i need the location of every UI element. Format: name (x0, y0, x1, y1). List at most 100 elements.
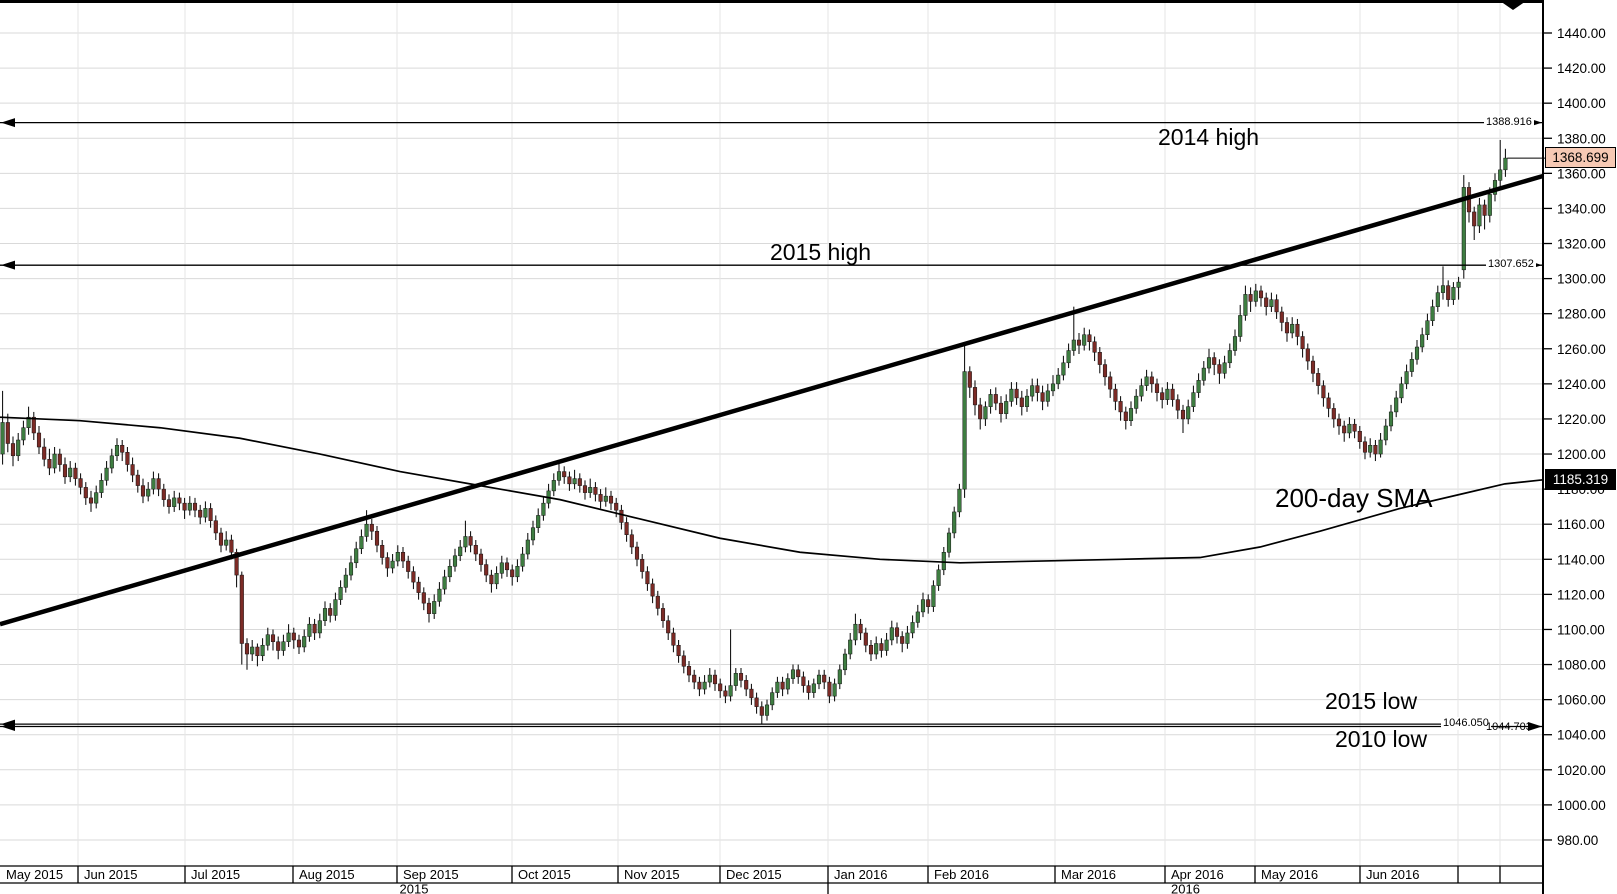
candle (364, 510, 369, 542)
candle (868, 639, 874, 662)
candle (328, 603, 333, 623)
candle (785, 673, 790, 695)
candle (853, 613, 858, 646)
candle (270, 629, 276, 651)
candle (660, 603, 666, 628)
candle (146, 482, 151, 502)
candle (1082, 327, 1087, 351)
candle (109, 448, 114, 474)
x-axis-month-label: Feb 2016 (934, 867, 989, 882)
candle (624, 517, 629, 542)
candle (1243, 285, 1248, 321)
candle (432, 594, 437, 619)
annotation-2015-low-value: 1046.050 (1441, 717, 1491, 730)
y-axis-tick-label: 1200.00 (1557, 447, 1606, 462)
candle (608, 490, 614, 511)
candle (1128, 401, 1134, 426)
candle (1123, 406, 1128, 430)
candle (1357, 425, 1362, 449)
candle (354, 541, 359, 569)
candle (1435, 285, 1440, 312)
candle (1238, 304, 1243, 342)
candle (1175, 394, 1180, 419)
candle (1414, 340, 1420, 365)
candle (499, 555, 504, 579)
candle (993, 387, 998, 411)
candle (692, 669, 697, 690)
candle (1430, 299, 1435, 326)
candle (827, 676, 832, 704)
candle (1368, 438, 1373, 458)
candle (1451, 282, 1456, 305)
candle (1316, 368, 1321, 395)
annotation-2014-high-line (0, 118, 1543, 128)
x-axis-month-label: Nov 2015 (624, 867, 680, 882)
x-axis-month-label: May 2015 (6, 867, 63, 882)
candle (1373, 439, 1378, 462)
candle (286, 624, 291, 648)
candle (1144, 369, 1149, 391)
candle (114, 438, 120, 462)
candle (1264, 292, 1269, 316)
candle (915, 604, 920, 628)
candle (281, 634, 286, 656)
y-axis-tick-label: 1420.00 (1557, 61, 1606, 76)
candle (1404, 364, 1409, 390)
candle (135, 469, 140, 493)
x-axis-month-label: Jan 2016 (834, 867, 888, 882)
candle (718, 678, 723, 698)
candle (406, 555, 411, 579)
candle (1160, 387, 1165, 409)
candle (78, 473, 83, 495)
candle (83, 482, 88, 505)
candle (780, 676, 785, 697)
candle (52, 447, 57, 474)
candle (666, 615, 671, 640)
candle (0, 390, 5, 465)
candle (16, 432, 21, 462)
y-axis[interactable]: 1440.00 1420.00 1400.00 1380.00 1360.00 1340.… (1542, 0, 1606, 894)
candle (1040, 385, 1045, 411)
candle (140, 478, 146, 504)
candle (411, 566, 416, 590)
x-axis-year-label: 2015 (400, 882, 429, 894)
candle (983, 401, 988, 426)
candle (1056, 368, 1061, 390)
y-axis-tick-label: 1020.00 (1557, 763, 1606, 778)
candle (796, 664, 801, 684)
candle (218, 527, 224, 553)
candle (125, 447, 130, 472)
candle (120, 439, 125, 462)
candle (1227, 343, 1232, 369)
candle (1014, 382, 1019, 405)
y-axis-tick-label: 1040.00 (1557, 728, 1606, 743)
candle (322, 601, 328, 626)
candle (520, 547, 525, 572)
candle (426, 597, 432, 623)
candle (1149, 371, 1154, 393)
candle (296, 634, 302, 655)
x-axis-month-label: Dec 2015 (726, 867, 782, 882)
candle (822, 669, 827, 690)
candle (473, 539, 478, 562)
candle (510, 564, 515, 586)
x-axis-year-label: 2016 (1171, 882, 1200, 894)
candle (1331, 403, 1336, 428)
candle (593, 482, 598, 502)
candle (1087, 329, 1092, 351)
candle (842, 648, 848, 676)
candle (504, 557, 510, 577)
candle (1045, 383, 1050, 407)
candle (1212, 352, 1217, 376)
candle (572, 469, 577, 490)
y-axis-tick-label: 1220.00 (1557, 412, 1606, 427)
annotation-2010-low-line (0, 721, 1543, 731)
candle (348, 555, 354, 581)
y-axis-tick-label: 1100.00 (1557, 622, 1605, 637)
candle (307, 617, 312, 642)
x-axis[interactable]: May 2015 Jun 2015 Jul 2015 Aug 2015 Sep 2015… (0, 865, 1544, 894)
candle (1482, 199, 1487, 230)
top-position-marker-icon (1500, 1, 1526, 10)
y-axis-tick-label: 1060.00 (1557, 693, 1606, 708)
